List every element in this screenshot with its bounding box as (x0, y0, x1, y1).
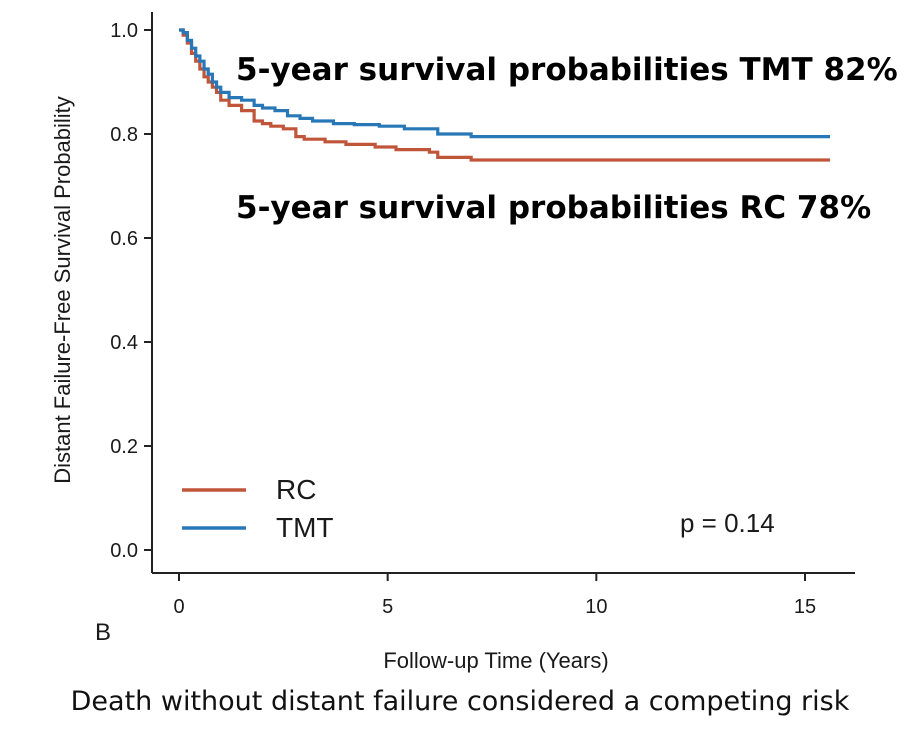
y-tick-label: 1.0 (110, 20, 138, 42)
legend-label-tmt: TMT (276, 512, 334, 543)
y-tick-label: 0.2 (110, 436, 138, 458)
x-tick-label: 10 (585, 596, 607, 618)
p-value-label: p = 0.14 (680, 508, 775, 538)
chart-legend: RC TMT (182, 474, 334, 543)
tmt-annotation: 5-year survival probabilities TMT 82% (236, 52, 898, 88)
x-tick-label: 15 (794, 596, 816, 618)
x-tick-label: 5 (382, 596, 393, 618)
y-tick-label: 0.0 (110, 540, 138, 562)
series-line-rc (179, 28, 831, 162)
y-tick-label: 0.6 (110, 228, 138, 250)
chart-axes: 0.0 0.2 0.4 0.6 0.8 1.0 0 5 10 15 (110, 12, 855, 618)
legend-label-rc: RC (276, 474, 316, 505)
series-line-tmt (179, 28, 831, 139)
x-axis-label: Follow-up Time (Years) (383, 648, 608, 673)
y-tick-label: 0.4 (110, 332, 138, 354)
rc-annotation: 5-year survival probabilities RC 78% (236, 190, 871, 226)
chart-series (179, 28, 831, 162)
y-axis-label: Distant Failure-Free Survival Probabilit… (50, 96, 75, 484)
figure-caption: Death without distant failure considered… (70, 686, 850, 717)
y-tick-label: 0.8 (110, 124, 138, 146)
panel-label: B (95, 619, 111, 646)
x-tick-label: 0 (173, 596, 184, 618)
